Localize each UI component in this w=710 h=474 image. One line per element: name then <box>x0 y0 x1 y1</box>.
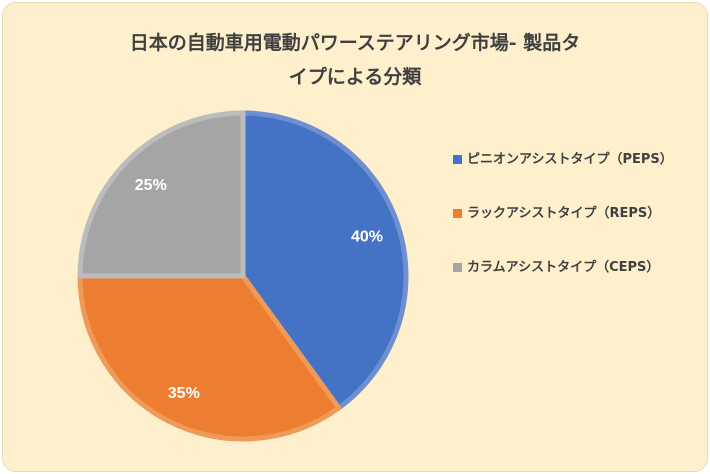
data-label-peps: 40% <box>351 229 383 246</box>
legend-swatch <box>453 155 462 164</box>
legend: ピニオンアシストタイプ（PEPS） ラックアシストタイプ（REPS） カラムアシ… <box>453 145 693 307</box>
legend-label: ピニオンアシストタイプ（PEPS） <box>467 152 673 167</box>
legend-swatch <box>453 263 462 272</box>
legend-label: ラックアシストタイプ（REPS） <box>467 206 661 221</box>
chart-title-line-2: イプによる分類 <box>288 66 422 88</box>
legend-item-peps: ピニオンアシストタイプ（PEPS） <box>453 145 693 175</box>
legend-label: カラムアシストタイプ（CEPS） <box>467 260 660 275</box>
pie-slice-peps <box>240 110 409 411</box>
data-label-reps: 35% <box>168 385 200 402</box>
legend-item-reps: ラックアシストタイプ（REPS） <box>453 199 693 229</box>
legend-item-ceps: カラムアシストタイプ（CEPS） <box>453 253 693 283</box>
pie-slice-reps <box>77 273 342 442</box>
pie-slice-ceps <box>77 110 246 279</box>
data-label-ceps: 25% <box>135 177 167 194</box>
legend-swatch <box>453 209 462 218</box>
chart-title-line-1: 日本の自動車用電動パワーステアリング市場- 製品タ <box>129 32 581 54</box>
